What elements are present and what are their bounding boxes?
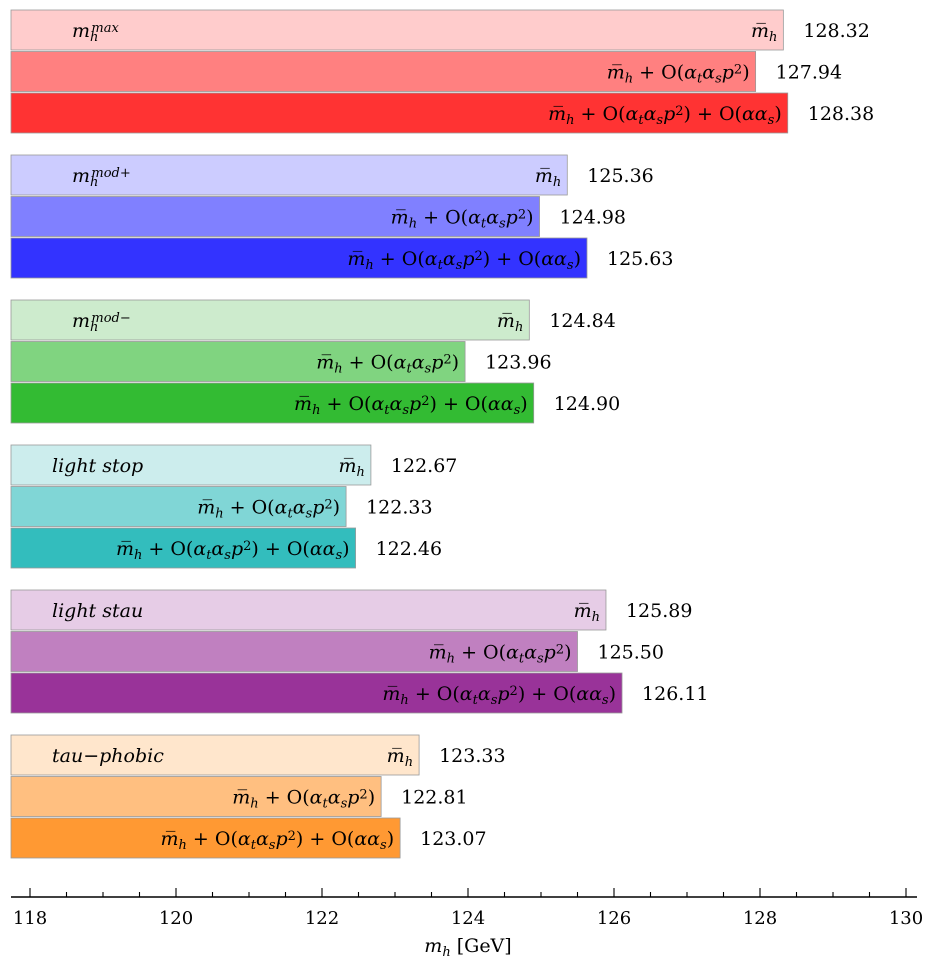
bar — [10, 299, 530, 341]
bar-value-label: 122.81 — [401, 787, 467, 809]
bar — [10, 9, 784, 51]
bar-label: m̅h + O(αtαsp2) — [316, 352, 459, 377]
bar-value-label: 126.11 — [642, 683, 708, 705]
bar-label: m̅h + O(αtαsp2) + O(ααs) — [382, 683, 616, 708]
x-tick-label: 126 — [597, 908, 631, 929]
x-tick-label: 122 — [305, 908, 339, 929]
group-name: light stau — [52, 600, 143, 622]
bar-label: m̅h + O(αtαsp2) + O(ααs) — [548, 103, 782, 128]
bar-label: m̅h — [751, 20, 777, 45]
bar — [10, 817, 401, 859]
bar-group: m̅h 123.33 m̅h + O(αtαsp2) 122.81 m̅h + O(αt… — [10, 734, 506, 859]
bar-value-label: 128.38 — [808, 103, 874, 125]
bar — [10, 486, 347, 527]
bar — [10, 589, 607, 631]
bar-group: m̅h 124.84 m̅h + O(αtαsp2) 123.96 m̅h + O(αt… — [10, 299, 620, 424]
x-axis: 118 120 122 124 126 128 130 — [11, 888, 923, 929]
bar-group: m̅h 125.36 m̅h + O(αtαsp2) 124.98 m̅h + O(αt… — [10, 154, 673, 279]
bar-label: m̅h + O(αtαsp2) + O(ααs) — [294, 393, 528, 418]
bar-group: m̅h 122.67 m̅h + O(αtαsp2) 122.33 m̅h + O(αt… — [10, 444, 457, 569]
bar-label: m̅h + O(αtαsp2) — [607, 62, 750, 87]
bar — [10, 92, 789, 134]
group-name: mhmax — [72, 20, 119, 45]
bar-value-label: 125.50 — [598, 642, 664, 664]
bar-value-label: 124.84 — [549, 310, 615, 332]
x-tick-label: 118 — [13, 908, 47, 929]
bar-label: m̅h — [339, 455, 365, 480]
bar — [10, 237, 588, 279]
bar-value-label: 123.07 — [420, 828, 486, 850]
bar — [10, 734, 420, 776]
bar-value-label: 123.33 — [439, 745, 505, 767]
bar — [10, 672, 623, 714]
bars-layer: m̅h 128.32 m̅h + O(αtαsp2) 127.94 m̅h + O(αt… — [10, 9, 874, 859]
bar-label: m̅h + O(αtαsp2) + O(ααs) — [116, 538, 350, 563]
bar-value-label: 123.96 — [485, 352, 551, 374]
x-tick-label: 130 — [889, 908, 923, 929]
bar — [10, 154, 568, 196]
bar-label: m̅h + O(αtαsp2) — [197, 497, 340, 522]
x-tick-label: 128 — [743, 908, 777, 929]
bar-group: m̅h 128.32 m̅h + O(αtαsp2) 127.94 m̅h + O(αt… — [10, 9, 874, 134]
bar — [10, 776, 382, 817]
bar-value-label: 124.90 — [554, 393, 620, 415]
bar — [10, 196, 540, 237]
bar — [10, 444, 372, 486]
bar-value-label: 124.98 — [560, 207, 626, 229]
x-tick-label: 120 — [159, 908, 193, 929]
bar-label: m̅h — [574, 600, 600, 625]
group-name: light stop — [52, 455, 143, 477]
group-name: mhmod+ — [72, 165, 131, 190]
bar-label: m̅h + O(αtαsp2) — [391, 207, 534, 232]
bar — [10, 382, 535, 424]
bar-value-label: 128.32 — [803, 20, 869, 42]
bar — [10, 341, 466, 382]
bar-label: m̅h + O(αtαsp2) + O(ααs) — [160, 828, 394, 853]
bar-label: m̅h + O(αtαsp2) — [232, 787, 375, 812]
bar-group: m̅h 125.89 m̅h + O(αtαsp2) 125.50 m̅h + O(αt… — [10, 589, 709, 714]
bar-label: m̅h + O(αtαsp2) — [429, 642, 572, 667]
bar — [10, 631, 578, 672]
bar-value-label: 125.89 — [626, 600, 692, 622]
bar-value-label: 125.36 — [587, 165, 653, 187]
group-name: tau−phobic — [52, 745, 164, 767]
bar-label: m̅h — [497, 310, 523, 335]
x-tick-label: 124 — [451, 908, 485, 929]
bar-label: m̅h — [535, 165, 561, 190]
x-axis-title: mh [GeV] — [424, 935, 511, 960]
bar-value-label: 122.33 — [366, 497, 432, 519]
bar-label: m̅h — [387, 745, 413, 770]
bar-value-label: 122.67 — [391, 455, 457, 477]
group-name: mhmod− — [72, 310, 131, 335]
bar-label: m̅h + O(αtαsp2) + O(ααs) — [347, 248, 581, 273]
bar — [10, 51, 757, 92]
bar-value-label: 127.94 — [776, 62, 842, 84]
bar-value-label: 125.63 — [607, 248, 673, 270]
bar-value-label: 122.46 — [376, 538, 442, 560]
bar — [10, 527, 356, 569]
